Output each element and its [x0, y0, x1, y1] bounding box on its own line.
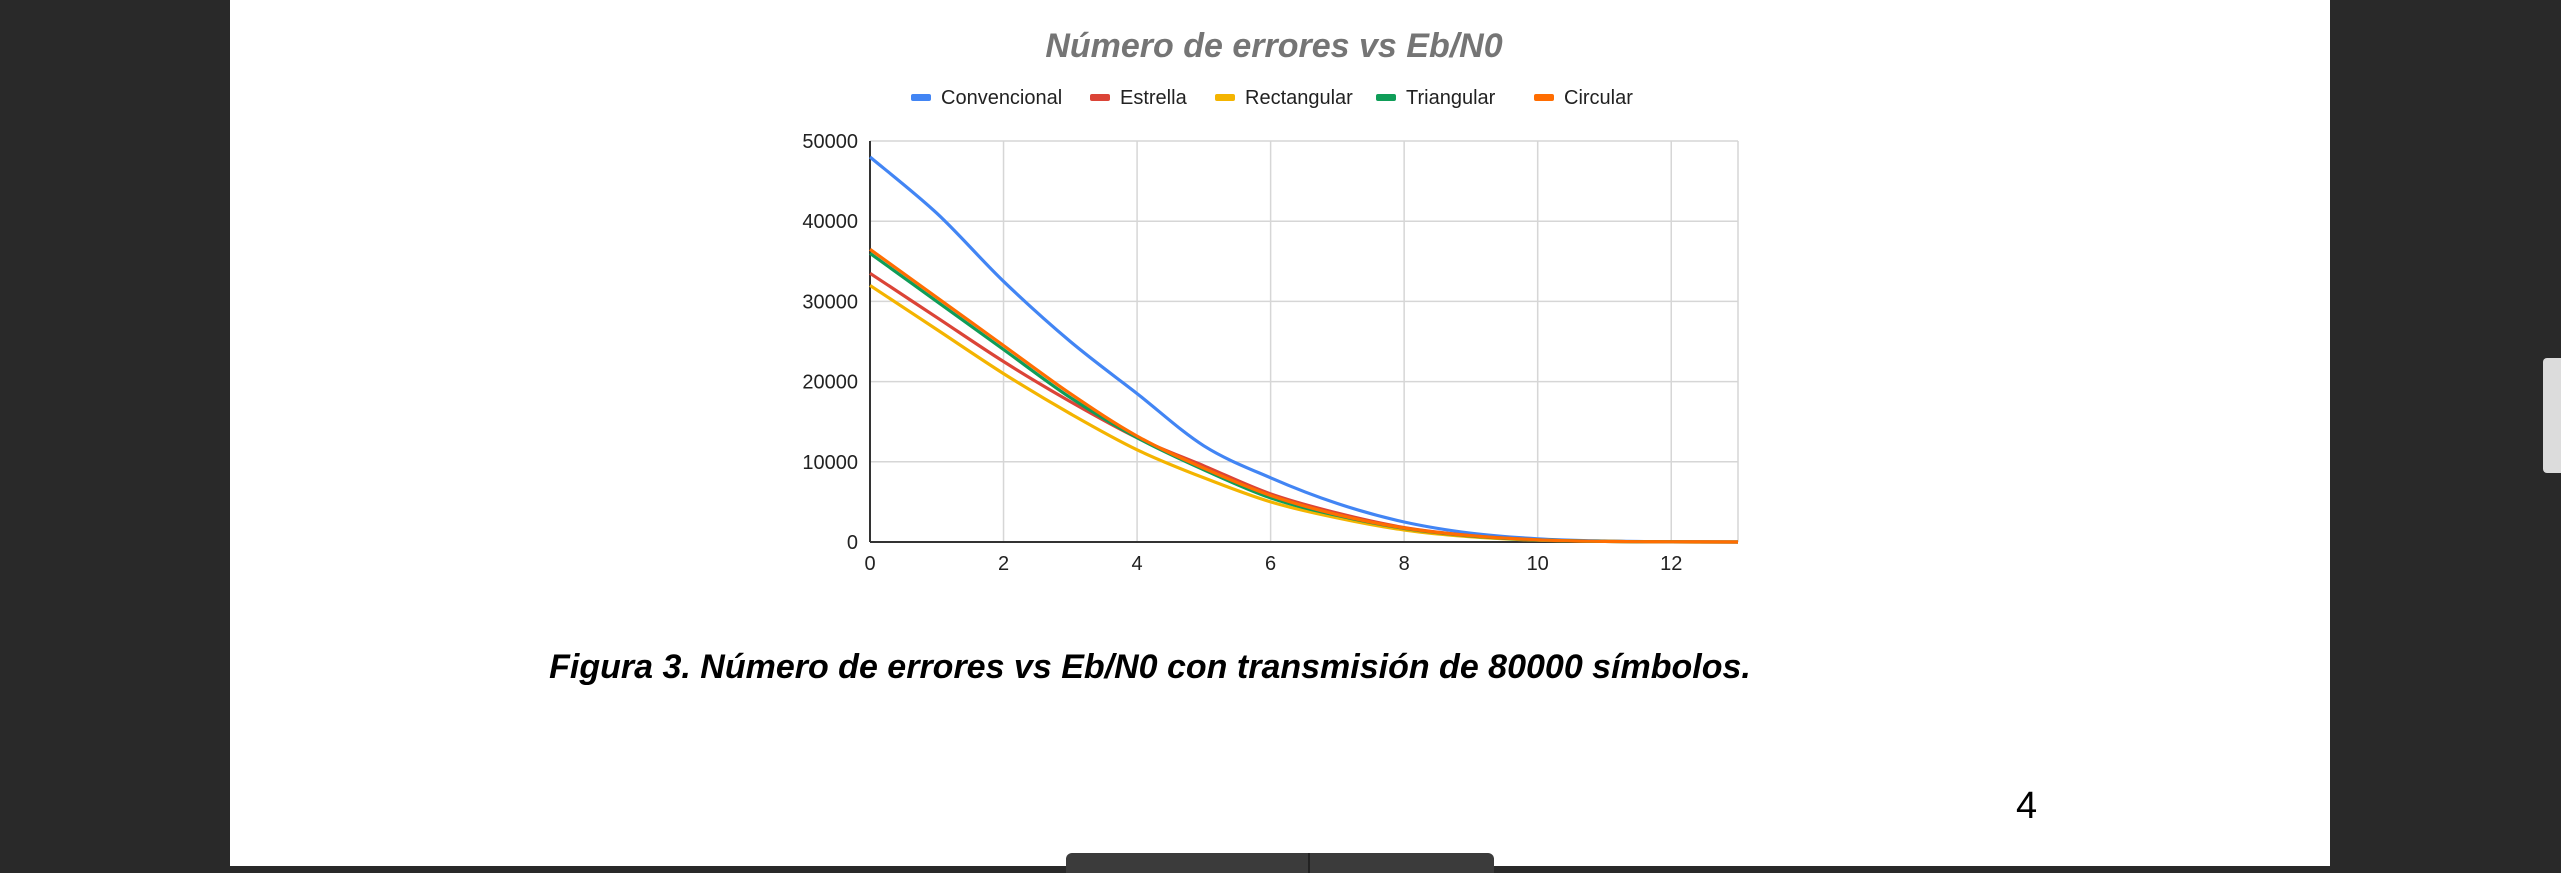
page-number: 4: [2016, 785, 2038, 827]
line-chart: Número de errores vs Eb/N0 Convencional E…: [802, 27, 1739, 575]
y-tick-label: 20000: [802, 372, 858, 394]
y-tick-label: 30000: [802, 291, 858, 313]
series-line-estrella: [869, 271, 1739, 544]
scrollbar-thumb[interactable]: [2543, 358, 2561, 473]
x-tick-label: 2: [998, 553, 1009, 575]
bottom-toolbar[interactable]: [1066, 853, 1494, 873]
legend-label: Circular: [1564, 87, 1633, 109]
x-tick-label: 6: [1265, 553, 1276, 575]
y-tick-label: 10000: [802, 452, 858, 474]
legend-swatch: [1534, 94, 1554, 101]
chart-legend: Convencional Estrella Rectangular Triangula…: [911, 87, 1633, 109]
toolbar-segment-left[interactable]: [1066, 853, 1310, 873]
document-page: Número de errores vs Eb/N0 Convencional E…: [230, 0, 2330, 866]
legend-label: Rectangular: [1245, 87, 1353, 109]
legend-label: Convencional: [941, 87, 1062, 109]
toolbar-segment-right[interactable]: [1310, 853, 1494, 873]
y-tick-label: 40000: [802, 211, 858, 233]
legend-swatch: [1376, 94, 1396, 101]
y-tick-label: 50000: [802, 131, 858, 153]
chart-series: [868, 155, 1739, 544]
x-tick-label: 0: [864, 553, 875, 575]
x-tick-label: 10: [1527, 553, 1549, 575]
series-line-convencional: [868, 155, 1739, 544]
x-tick-label: 4: [1132, 553, 1143, 575]
y-tick-label: 0: [847, 532, 858, 554]
legend-swatch: [911, 94, 931, 101]
chart-title: Número de errores vs Eb/N0: [1045, 27, 1502, 65]
series-line-triangular: [869, 252, 1739, 544]
figure-caption: Figura 3. Número de errores vs Eb/N0 con…: [549, 648, 1751, 686]
x-tick-label: 8: [1399, 553, 1410, 575]
series-line-circular: [869, 248, 1739, 544]
legend-label: Estrella: [1120, 87, 1188, 109]
legend-swatch: [1090, 94, 1110, 101]
legend-swatch: [1215, 94, 1235, 101]
legend-label: Triangular: [1406, 87, 1496, 109]
x-tick-label: 12: [1660, 553, 1682, 575]
